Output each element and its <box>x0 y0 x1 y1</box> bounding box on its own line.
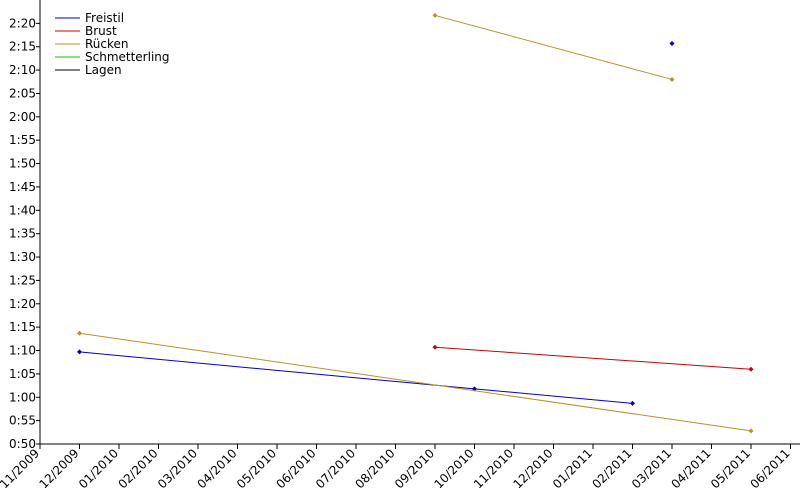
y-tick-label: 0:50 <box>9 437 36 451</box>
y-tick-label: 1:35 <box>9 227 36 241</box>
y-tick-label: 1:50 <box>9 157 36 171</box>
x-tick-label: 10/2010 <box>431 446 476 491</box>
point <box>77 330 82 336</box>
legend-label: Schmetterling <box>85 50 170 64</box>
point <box>748 366 754 372</box>
y-tick-label: 2:05 <box>9 86 36 100</box>
legend-label: Rücken <box>85 37 129 51</box>
x-tick-label: 12/2010 <box>510 446 555 491</box>
y-tick-label: 0:55 <box>9 414 36 428</box>
series-line <box>434 14 673 80</box>
y-tick-label: 2:20 <box>9 16 36 30</box>
y-tick-label: 1:15 <box>9 320 36 334</box>
x-tick-label: 06/2010 <box>273 446 318 491</box>
series-line <box>434 346 752 370</box>
x-tick-label: 11/2009 <box>0 446 42 491</box>
series-line <box>79 332 752 432</box>
y-tick-label: 1:00 <box>9 390 36 404</box>
x-tick-label: 06/2011 <box>747 446 792 491</box>
x-tick-label: 09/2010 <box>392 446 437 491</box>
y-tick-label: 1:05 <box>9 367 36 381</box>
y-tick-label: 1:55 <box>9 133 36 147</box>
point <box>748 428 754 434</box>
y-tick-label: 1:20 <box>9 297 36 311</box>
x-tick-label: 04/2011 <box>668 446 713 491</box>
x-tick-label: 05/2010 <box>234 446 279 491</box>
series-line <box>79 351 633 404</box>
point <box>669 40 675 46</box>
y-tick-label: 1:40 <box>9 203 36 217</box>
point <box>432 12 438 18</box>
x-tick-label: 03/2011 <box>629 446 674 491</box>
legend-label: Lagen <box>85 63 122 77</box>
y-tick-label: 2:15 <box>9 40 36 54</box>
y-tick-label: 1:45 <box>9 180 36 194</box>
x-tick-label: 12/2009 <box>36 446 81 491</box>
x-tick-label: 01/2010 <box>76 446 121 491</box>
legend-label: Brust <box>85 24 117 38</box>
x-tick-label: 02/2011 <box>589 446 634 491</box>
x-tick-label: 07/2010 <box>313 446 358 491</box>
point <box>432 344 438 350</box>
x-tick-label: 08/2010 <box>352 446 397 491</box>
x-tick-label: 04/2010 <box>194 446 239 491</box>
x-tick-label: 02/2010 <box>115 446 160 491</box>
y-tick-label: 1:10 <box>9 344 36 358</box>
point <box>630 400 635 406</box>
point <box>669 76 675 82</box>
y-tick-label: 2:00 <box>9 110 36 124</box>
y-tick-label: 1:30 <box>9 250 36 264</box>
x-tick-label: 11/2010 <box>471 446 516 491</box>
y-tick-label: 1:25 <box>9 273 36 287</box>
point <box>77 349 82 355</box>
x-tick-label: 01/2011 <box>550 446 595 491</box>
legend-label: Freistil <box>85 11 124 25</box>
x-tick-label: 05/2011 <box>708 446 753 491</box>
x-tick-label: 03/2010 <box>155 446 200 491</box>
y-tick-label: 2:10 <box>9 63 36 77</box>
